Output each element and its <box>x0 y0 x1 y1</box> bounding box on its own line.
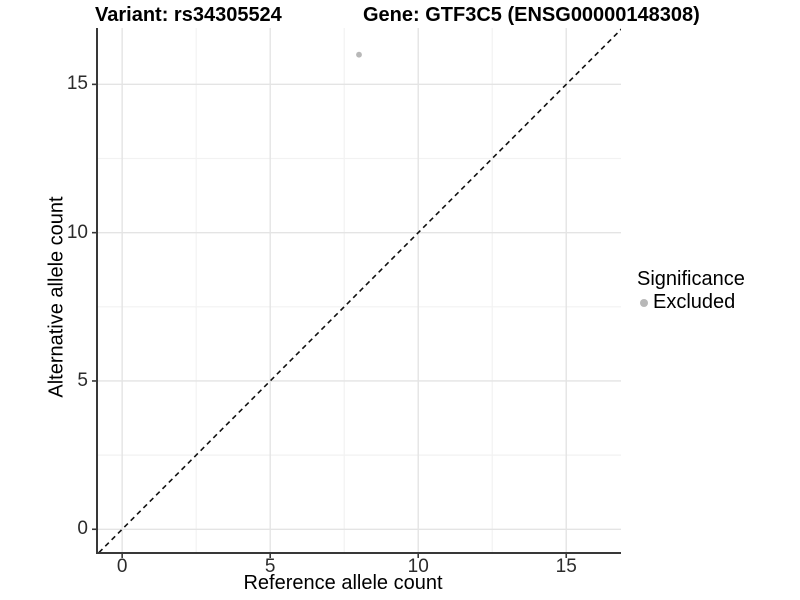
legend: Significance Excluded <box>637 268 745 314</box>
data-point-excluded <box>356 51 362 58</box>
y-tick-label: 10 <box>66 221 88 243</box>
identity-line <box>97 28 621 553</box>
tick-marks <box>92 83 568 558</box>
x-tick-label: 0 <box>116 556 128 577</box>
data-points <box>356 51 362 58</box>
legend-item-label: Excluded <box>653 291 736 313</box>
gridlines-minor <box>97 28 621 553</box>
y-axis-title: Alternative allele count <box>45 196 68 398</box>
gridlines-major <box>97 28 621 553</box>
x-tick-label: 15 <box>555 556 577 577</box>
identity-reference-line <box>97 28 621 553</box>
y-tick-label: 15 <box>66 73 88 95</box>
legend-item: Excluded <box>640 291 745 314</box>
y-tick-label: 0 <box>77 518 88 540</box>
legend-point-icon <box>640 298 648 307</box>
axis-lines <box>96 28 621 554</box>
x-tick-label: 10 <box>407 556 429 577</box>
y-tick-label: 5 <box>77 369 88 391</box>
legend-title: Significance <box>637 268 745 290</box>
legend-items: Excluded <box>637 291 745 314</box>
plot-title-gene: Gene: GTF3C5 (ENSG00000148308) <box>363 4 700 26</box>
x-axis-title: Reference allele count <box>243 572 443 594</box>
plot-title-variant: Variant: rs34305524 <box>95 4 282 26</box>
x-tick-label: 5 <box>264 556 276 577</box>
